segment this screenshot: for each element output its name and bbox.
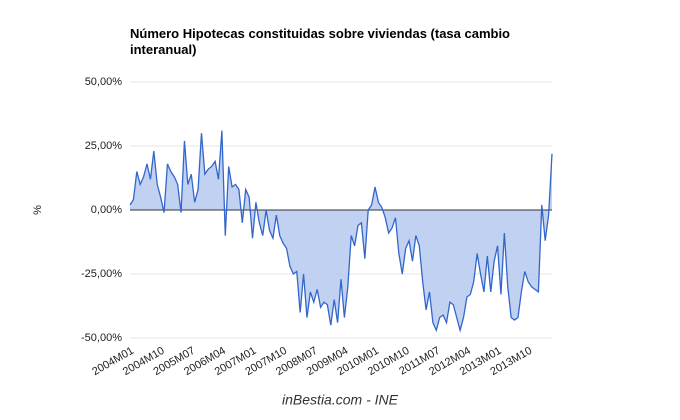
y-tick-label: 50,00% [85,76,123,88]
y-tick-label: 0,00% [91,204,122,216]
line [129,130,553,333]
area [130,130,552,331]
y-tick-label: -50,00% [81,332,122,344]
y-axis-label: % [32,205,44,215]
source-note: inBestia.com - INE [282,392,399,408]
chart-title: Número Hipotecas constituidas sobre vivi… [130,26,511,57]
y-tick-label: 25,00% [85,140,123,152]
y-tick-label: -25,00% [81,268,122,280]
